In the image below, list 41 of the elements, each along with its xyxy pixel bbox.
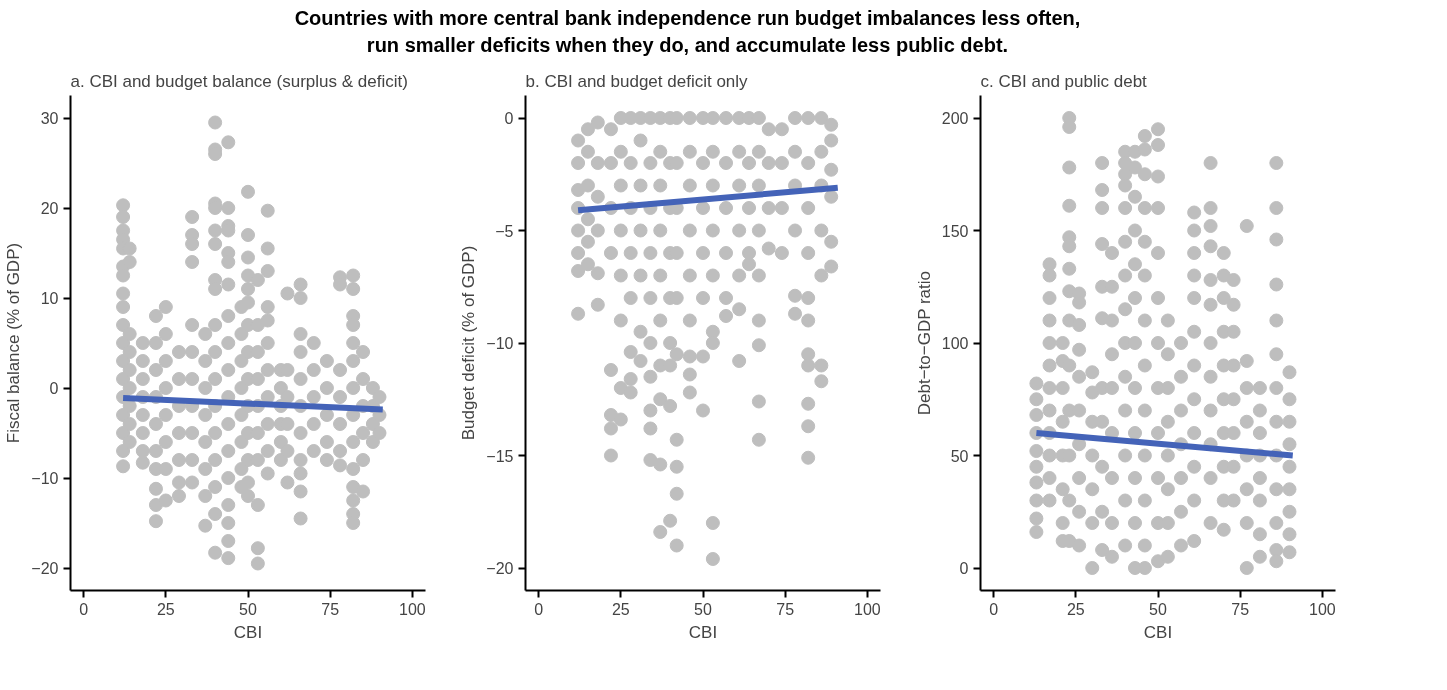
x-tick-label: 100 (399, 600, 426, 618)
chart-title: a. CBI and budget balance (surplus & deficit) (70, 71, 408, 91)
y-tick-label: 50 (950, 447, 969, 465)
x-tick-label: 0 (989, 600, 999, 618)
x-tick-label: 100 (854, 600, 881, 618)
x-axis-title: CBI (233, 622, 263, 642)
y-tick-label: 200 (941, 110, 969, 127)
chart-title: c. CBI and public debt (980, 71, 1148, 91)
y-tick-label: 10 (40, 290, 59, 307)
y-tick-label: −20 (31, 560, 59, 577)
x-tick-label: 100 (1309, 600, 1336, 618)
y-tick-label: 0 (959, 560, 969, 577)
x-tick-label: 25 (1066, 600, 1085, 618)
y-tick-label: 100 (941, 335, 969, 352)
y-tick-label: 0 (49, 380, 59, 397)
x-tick-label: 50 (694, 600, 712, 618)
x-tick-label: 25 (611, 600, 630, 618)
y-tick-label: 0 (504, 110, 514, 127)
y-axis-title: Fiscal balance (% of GDP) (4, 242, 24, 444)
y-tick-label: −10 (486, 335, 514, 352)
y-axis-title: Debt−to−GDP ratio (914, 271, 934, 416)
y-tick-label: 30 (40, 110, 59, 127)
text: Countries with more central bank independence run budget imbalances less often, run smaller deficits when they do, and accumulate less public debt. (294, 6, 1081, 58)
y-tick-label: −5 (495, 222, 514, 240)
x-tick-label: 50 (239, 600, 257, 618)
y-tick-label: 20 (40, 200, 59, 217)
y-tick-label: −15 (486, 447, 514, 465)
x-axis-title: CBI (688, 622, 718, 642)
x-tick-label: 0 (79, 600, 89, 618)
y-tick-label: −10 (31, 470, 59, 487)
y-tick-label: 150 (941, 222, 969, 240)
x-tick-label: 25 (156, 600, 175, 618)
y-tick-label: −20 (486, 560, 514, 577)
x-tick-label: 75 (1231, 600, 1250, 618)
y-axis-title: Budget deficit (% of GDP) (459, 245, 479, 441)
x-axis-title: CBI (1143, 622, 1173, 642)
x-tick-label: 75 (776, 600, 795, 618)
x-tick-label: 75 (321, 600, 340, 618)
x-tick-label: 50 (1149, 600, 1167, 618)
chart-title: b. CBI and budget deficit only (525, 71, 749, 91)
x-tick-label: 0 (534, 600, 544, 618)
